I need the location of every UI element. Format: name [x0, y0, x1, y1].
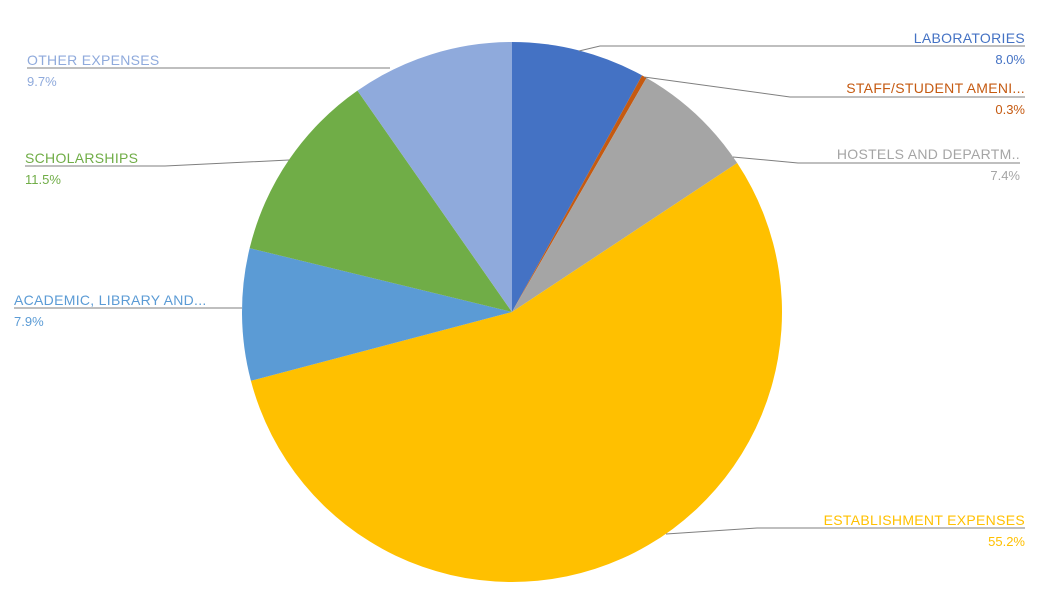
- data-label-percent: 7.9%: [14, 314, 44, 329]
- data-label-category: ESTABLISHMENT EXPENSES: [823, 512, 1025, 528]
- leader-line-hostels-and-departm: [732, 156, 1020, 164]
- pie-slice-hostels-and-departm[interactable]: [512, 77, 738, 312]
- leader-line-establishment-expenses: [665, 527, 1025, 535]
- data-label-other-expenses[interactable]: OTHER EXPENSES 9.7%: [27, 52, 160, 90]
- data-label-percent: 0.3%: [995, 102, 1025, 117]
- pie-slice-scholarships[interactable]: [249, 90, 512, 312]
- data-label-category: ACADEMIC, LIBRARY AND...: [14, 292, 207, 308]
- data-label-percent: 55.2%: [988, 534, 1025, 549]
- pie-slice-staff-student-ameni[interactable]: [512, 75, 647, 313]
- leader-line-laboratories: [578, 45, 1025, 52]
- data-label-laboratories[interactable]: LABORATORIES 8.0%: [914, 30, 1025, 68]
- leader-line-scholarships: [25, 159, 290, 167]
- data-label-percent: 11.5%: [25, 172, 61, 187]
- data-label-category: SCHOLARSHIPS: [25, 150, 139, 166]
- data-label-scholarships[interactable]: SCHOLARSHIPS 11.5%: [25, 150, 138, 188]
- pie-slice-academic-library-and[interactable]: [242, 248, 512, 381]
- pie-slice-other-expenses[interactable]: [357, 42, 512, 312]
- data-label-hostels-and-departm[interactable]: HOSTELS AND DEPARTM.. 7.4%: [837, 146, 1020, 184]
- leader-line-staff-student-ameni: [643, 76, 1025, 98]
- data-label-percent: 7.4%: [990, 168, 1020, 183]
- pie-slice-laboratories[interactable]: [512, 42, 643, 312]
- data-label-academic-library-and[interactable]: ACADEMIC, LIBRARY AND... 7.9%: [14, 292, 207, 330]
- pie-slice-establishment-expenses[interactable]: [250, 163, 783, 583]
- data-label-category: OTHER EXPENSES: [27, 52, 160, 68]
- data-label-percent: 8.0%: [995, 52, 1025, 67]
- data-label-staff-student-ameni[interactable]: STAFF/STUDENT AMENI... 0.3%: [846, 80, 1025, 118]
- data-label-percent: 9.7%: [27, 74, 57, 89]
- data-label-category: HOSTELS AND DEPARTM..: [836, 146, 1020, 162]
- data-label-category: LABORATORIES: [913, 30, 1025, 46]
- data-label-establishment-expenses[interactable]: ESTABLISHMENT EXPENSES 55.2%: [824, 512, 1025, 550]
- data-label-category: STAFF/STUDENT AMENI...: [846, 80, 1025, 96]
